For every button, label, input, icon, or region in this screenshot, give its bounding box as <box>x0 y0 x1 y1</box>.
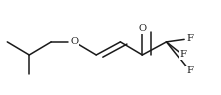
Text: F: F <box>186 34 193 43</box>
Text: F: F <box>186 66 193 75</box>
Text: O: O <box>138 24 146 33</box>
Text: F: F <box>179 50 187 59</box>
Text: O: O <box>70 37 78 46</box>
